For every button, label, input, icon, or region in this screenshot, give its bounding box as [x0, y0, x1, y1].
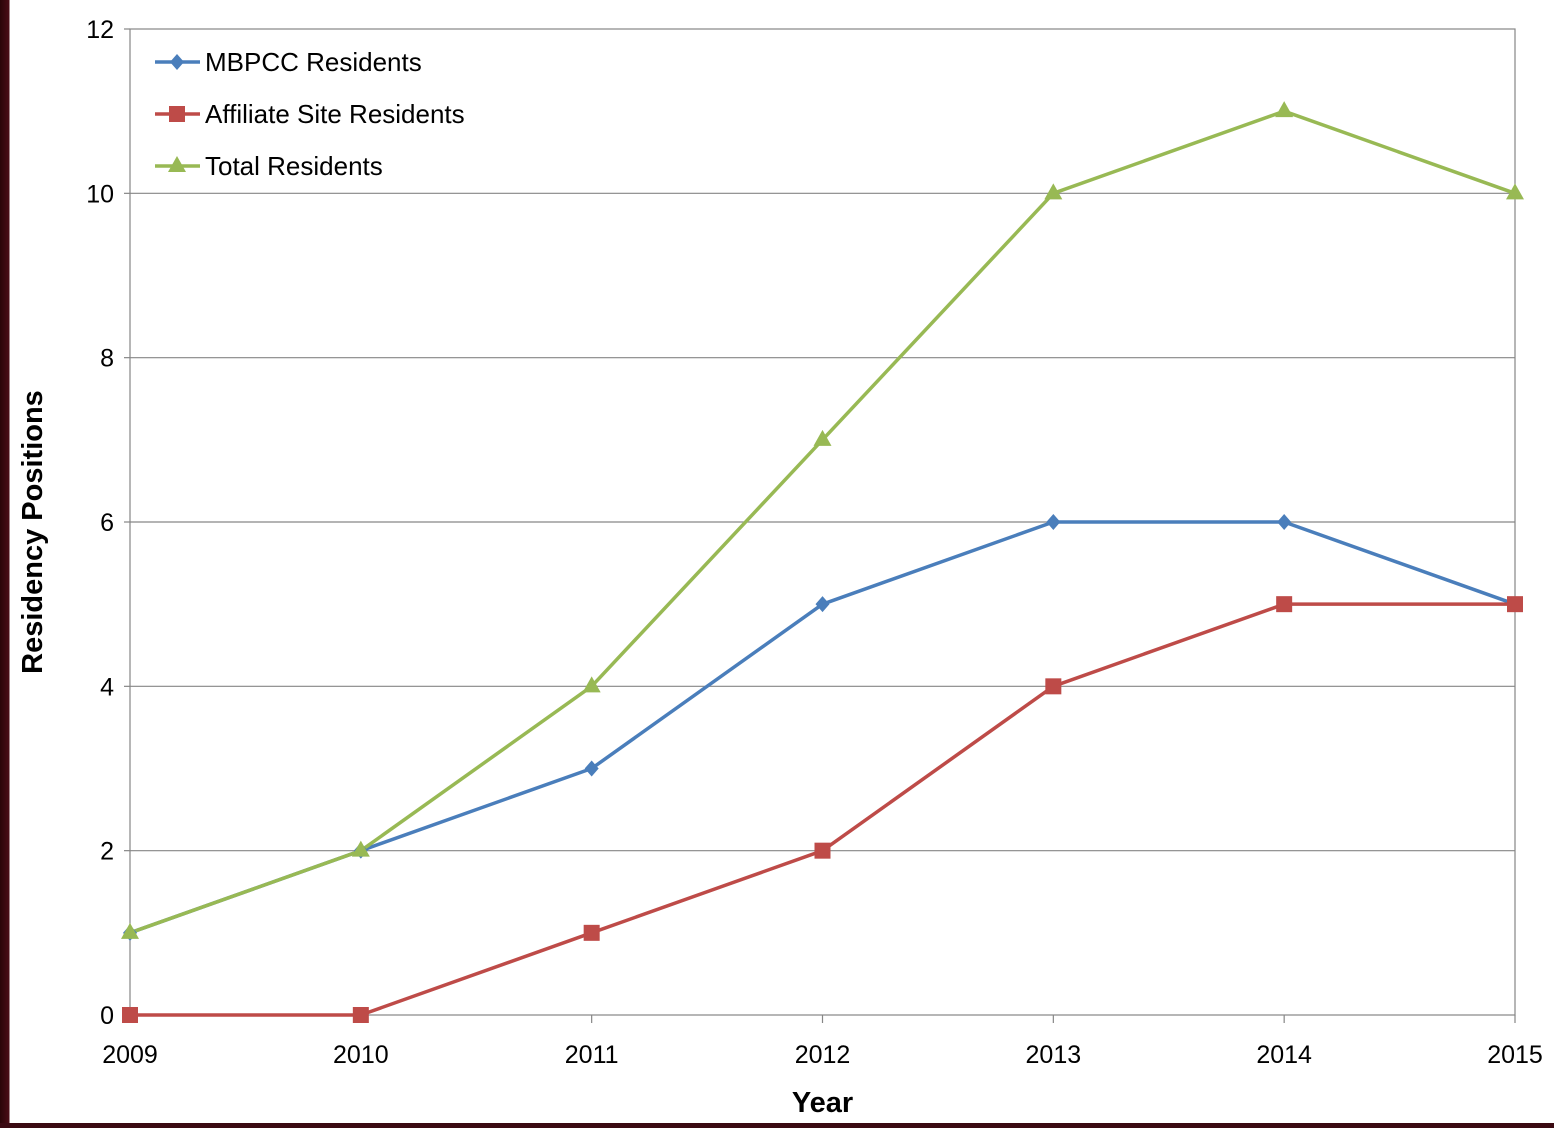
y-axis-ticks: 0 2 4 6 8 10 12 — [86, 16, 130, 1030]
x-tick-label-2011: 2011 — [565, 1041, 619, 1069]
point-mbpcc-residents-2014 — [1277, 514, 1292, 530]
y-tick-label-6: 6 — [100, 509, 114, 537]
point-affiliate-site-residents-2011 — [583, 924, 600, 941]
point-affiliate-site-residents-2012 — [814, 842, 831, 859]
y-tick-label-12: 12 — [86, 16, 114, 44]
x-tick-label-2009: 2009 — [102, 1041, 158, 1069]
y-tick-label-10: 10 — [86, 180, 114, 208]
legend-swatch-marker-affiliate-site-residents — [169, 106, 185, 122]
point-affiliate-site-residents-2015 — [1507, 596, 1523, 613]
x-axis-ticks: 2009 2010 2011 2012 2013 2014 2015 — [102, 1015, 1543, 1069]
legend-swatch-marker-mbpcc-residents — [170, 54, 184, 70]
series-line-affiliate-site-residents — [130, 602, 1515, 1017]
x-tick-label-2015: 2015 — [1487, 1041, 1543, 1069]
point-affiliate-site-residents-2014 — [1276, 596, 1293, 613]
point-mbpcc-residents-2012 — [815, 596, 830, 613]
legend-item-total-residents: Total Residents — [155, 151, 383, 181]
point-affiliate-site-residents-2009 — [122, 1007, 138, 1023]
point-total-residents-2011 — [582, 676, 601, 693]
x-tick-label-2010: 2010 — [333, 1041, 389, 1069]
x-axis-title: Year — [792, 1087, 853, 1119]
legend-item-mbpcc-residents: MBPCC Residents — [155, 47, 422, 77]
point-total-residents-2012 — [813, 429, 832, 446]
point-affiliate-site-residents-2013 — [1045, 678, 1062, 695]
point-total-residents-2010 — [351, 840, 370, 857]
line-chart: 0 2 4 6 8 10 12 2009 2010 2011 2012 2013 2014 2015 M… — [17, 16, 1543, 1119]
point-mbpcc-residents-2013 — [1046, 514, 1061, 530]
y-tick-label-8: 8 — [100, 345, 114, 373]
chart-area: 0 2 4 6 8 10 12 2009 2010 2011 2012 2013 2014 2015 M… — [10, 4, 1554, 1123]
point-mbpcc-residents-2011 — [584, 760, 599, 777]
y-tick-label-4: 4 — [100, 673, 114, 701]
legend-label-total-residents: Total Residents — [205, 151, 383, 181]
series-line-mbpcc-residents — [129, 520, 1516, 935]
series-lines — [129, 109, 1516, 1017]
x-tick-label-2013: 2013 — [1026, 1041, 1082, 1069]
x-tick-label-2014: 2014 — [1256, 1041, 1312, 1069]
legend-label-mbpcc-residents: MBPCC Residents — [205, 47, 422, 77]
point-total-residents-2014 — [1275, 101, 1294, 118]
point-total-residents-2009 — [121, 922, 139, 939]
x-tick-label-2012: 2012 — [795, 1041, 851, 1069]
y-tick-label-2: 2 — [100, 838, 114, 866]
point-total-residents-2015 — [1506, 183, 1524, 200]
point-affiliate-site-residents-2010 — [352, 1007, 369, 1023]
point-total-residents-2013 — [1044, 183, 1063, 200]
legend: MBPCC Residents Affiliate Site Residents T… — [155, 47, 465, 181]
legend-swatch-marker-total-residents — [168, 156, 186, 172]
legend-label-affiliate-site-residents: Affiliate Site Residents — [205, 99, 465, 129]
series-markers — [121, 101, 1524, 1023]
gridlines — [130, 192, 1515, 852]
legend-item-affiliate-site-residents: Affiliate Site Residents — [155, 99, 465, 129]
y-axis-title: Residency Positions — [17, 390, 49, 674]
y-tick-label-0: 0 — [100, 1002, 114, 1030]
